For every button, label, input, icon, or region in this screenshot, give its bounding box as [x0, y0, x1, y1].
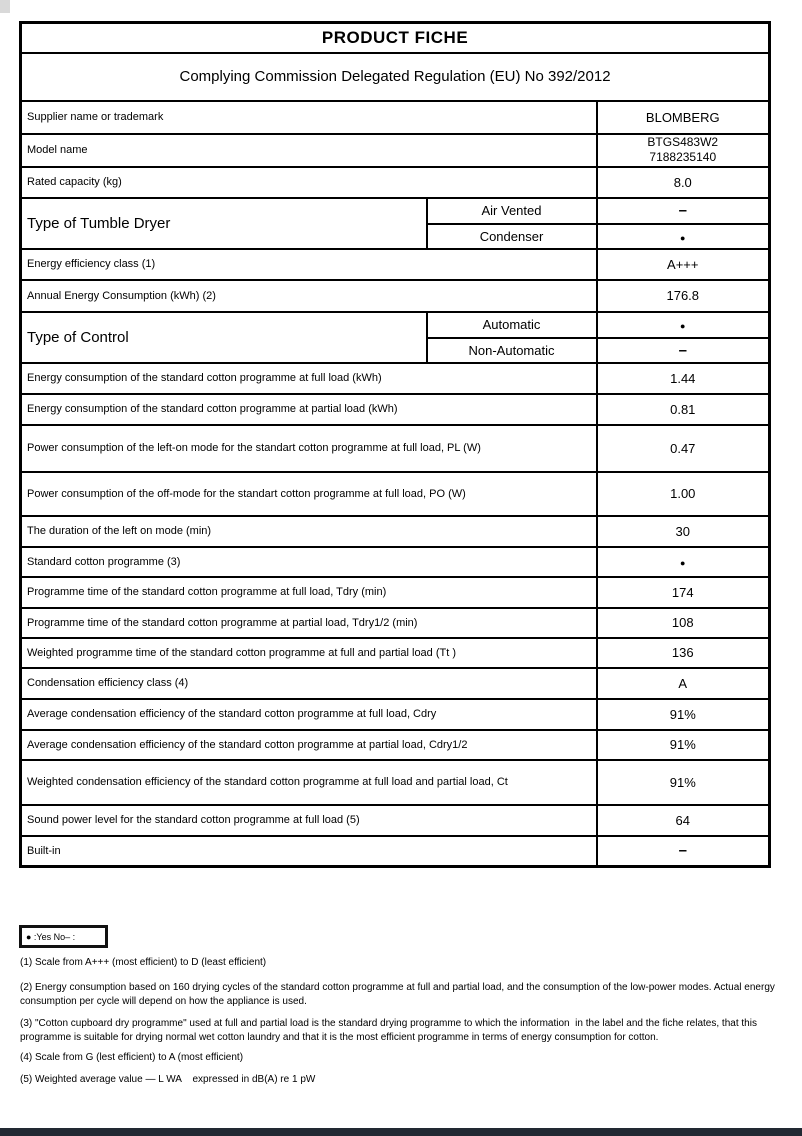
- row-value-sound: 64: [595, 803, 771, 837]
- table-row: Rated capacity (kg) 8.0: [19, 165, 771, 199]
- no-symbol: –: [678, 202, 687, 219]
- table-row: Programme time of the standard cotton pr…: [19, 606, 771, 639]
- row-value-time-weighted: 136: [595, 636, 771, 669]
- yes-symbol: ●: [680, 321, 686, 331]
- row-label-cond-class: Condensation efficiency class (4): [19, 666, 598, 700]
- table-row: Average condensation efficiency of the s…: [19, 728, 771, 761]
- row-label-built-in: Built-in: [19, 834, 598, 868]
- title-row: PRODUCT FICHE: [19, 21, 771, 54]
- model-code: 7188235140: [649, 150, 717, 164]
- option-value-non-automatic: –: [595, 336, 771, 364]
- row-label-sound: Sound power level for the standard cotto…: [19, 803, 598, 837]
- row-label-supplier: Supplier name or trademark: [19, 99, 598, 135]
- option-label-automatic: Automatic: [425, 310, 598, 339]
- table-row: Energy consumption of the standard cotto…: [19, 361, 771, 395]
- row-value-std-cotton: ●: [595, 545, 771, 578]
- table-row: Energy consumption of the standard cotto…: [19, 392, 771, 426]
- row-label-power-lefton: Power consumption of the left-on mode fo…: [19, 423, 598, 473]
- symbol-legend: ● :Yes No– :: [19, 925, 108, 948]
- row-label-std-cotton: Standard cotton programme (3): [19, 545, 598, 578]
- row-value-built-in: –: [595, 834, 771, 868]
- table-row: Power consumption of the off-mode for th…: [19, 470, 771, 517]
- row-label-energy-class: Energy efficiency class (1): [19, 247, 598, 281]
- option-value-air-vented: –: [595, 196, 771, 225]
- row-value-model: BTGS483W2 7188235140: [595, 132, 771, 168]
- row-label-energy-partial: Energy consumption of the standard cotto…: [19, 392, 598, 426]
- footnote-2: (2) Energy consumption based on 160 dryi…: [20, 982, 778, 1007]
- table-row: Power consumption of the left-on mode fo…: [19, 423, 771, 473]
- row-label-cond-full: Average condensation efficiency of the s…: [19, 697, 598, 731]
- table-row: Weighted condensation efficiency of the …: [19, 758, 771, 806]
- page-bottom-edge: [0, 1128, 802, 1136]
- table-row: Supplier name or trademark BLOMBERG: [19, 99, 771, 135]
- table-row: Type of Control Automatic ●: [19, 310, 771, 364]
- table-row: Model name BTGS483W2 7188235140: [19, 132, 771, 168]
- row-label-power-off: Power consumption of the off-mode for th…: [19, 470, 598, 517]
- table-row: Annual Energy Consumption (kWh) (2) 176.…: [19, 278, 771, 313]
- row-label-time-partial: Programme time of the standard cotton pr…: [19, 606, 598, 639]
- scan-artifact: [0, 0, 10, 13]
- no-symbol: –: [678, 341, 687, 359]
- table-row: Average condensation efficiency of the s…: [19, 697, 771, 731]
- row-value-time-full: 174: [595, 575, 771, 609]
- row-value-cond-partial: 91%: [595, 728, 771, 761]
- model-number: BTGS483W2: [647, 135, 719, 150]
- table-row: Built-in –: [19, 834, 771, 868]
- yes-symbol: ●: [680, 558, 686, 568]
- row-value-power-lefton: 0.47: [595, 423, 771, 473]
- row-value-supplier: BLOMBERG: [595, 99, 771, 135]
- footnote-3: (3) "Cotton cupboard dry programme" used…: [20, 1018, 760, 1043]
- row-value-energy-partial: 0.81: [595, 392, 771, 426]
- row-label-annual-energy: Annual Energy Consumption (kWh) (2): [19, 278, 598, 313]
- table-row: Non-Automatic –: [21, 336, 771, 364]
- row-value-cond-full: 91%: [595, 697, 771, 731]
- row-value-time-partial: 108: [595, 606, 771, 639]
- row-value-power-off: 1.00: [595, 470, 771, 517]
- option-value-automatic: ●: [595, 310, 771, 339]
- subtitle-row: Complying Commission Delegated Regulatio…: [19, 51, 771, 102]
- row-label-cond-weighted: Weighted condensation efficiency of the …: [19, 758, 598, 806]
- option-label-condenser: Condenser: [425, 222, 598, 250]
- row-label-time-full: Programme time of the standard cotton pr…: [19, 575, 598, 609]
- yes-symbol: ●: [680, 232, 686, 243]
- row-value-lefton-duration: 30: [595, 514, 771, 548]
- table-row: Energy efficiency class (1) A+++: [19, 247, 771, 281]
- row-label-model: Model name: [19, 132, 598, 168]
- product-fiche-table: PRODUCT FICHE Complying Commission Deleg…: [19, 21, 772, 868]
- row-label-time-weighted: Weighted programme time of the standard …: [19, 636, 598, 669]
- page-subtitle: Complying Commission Delegated Regulatio…: [19, 51, 771, 102]
- row-label-capacity: Rated capacity (kg): [19, 165, 598, 199]
- table-row: Type of Tumble Dryer Air Vented –: [19, 196, 771, 250]
- no-symbol: –: [678, 842, 687, 860]
- row-label-dryer-type: Type of Tumble Dryer: [19, 196, 428, 250]
- row-label-energy-full: Energy consumption of the standard cotto…: [19, 361, 598, 395]
- table-row: Standard cotton programme (3) ●: [19, 545, 771, 578]
- option-value-condenser: ●: [595, 222, 771, 250]
- footnote-1: (1) Scale from A+++ (most efficient) to …: [20, 957, 267, 968]
- footnote-4: (4) Scale from G (lest efficient) to A (…: [20, 1052, 244, 1063]
- table-row: Condensation efficiency class (4) A: [19, 666, 771, 700]
- row-label-lefton-duration: The duration of the left on mode (min): [19, 514, 598, 548]
- footnote-5: (5) Weighted average value — L WA expres…: [20, 1074, 316, 1085]
- table-row: The duration of the left on mode (min) 3…: [19, 514, 771, 548]
- row-label-control-type: Type of Control: [19, 310, 428, 364]
- table-row: Weighted programme time of the standard …: [19, 636, 771, 669]
- symbol-legend-text: ● :Yes No– :: [26, 931, 76, 942]
- row-value-cond-weighted: 91%: [595, 758, 771, 806]
- row-value-annual-energy: 176.8: [595, 278, 771, 313]
- table-row: Condenser ●: [21, 222, 771, 250]
- row-label-cond-partial: Average condensation efficiency of the s…: [19, 728, 598, 761]
- row-value-cond-class: A: [595, 666, 771, 700]
- page-title: PRODUCT FICHE: [19, 21, 771, 54]
- row-value-energy-class: A+++: [595, 247, 771, 281]
- row-value-energy-full: 1.44: [595, 361, 771, 395]
- table-row: Programme time of the standard cotton pr…: [19, 575, 771, 609]
- table-row: Sound power level for the standard cotto…: [19, 803, 771, 837]
- row-value-capacity: 8.0: [595, 165, 771, 199]
- option-label-air-vented: Air Vented: [425, 196, 598, 225]
- option-label-non-automatic: Non-Automatic: [425, 336, 598, 364]
